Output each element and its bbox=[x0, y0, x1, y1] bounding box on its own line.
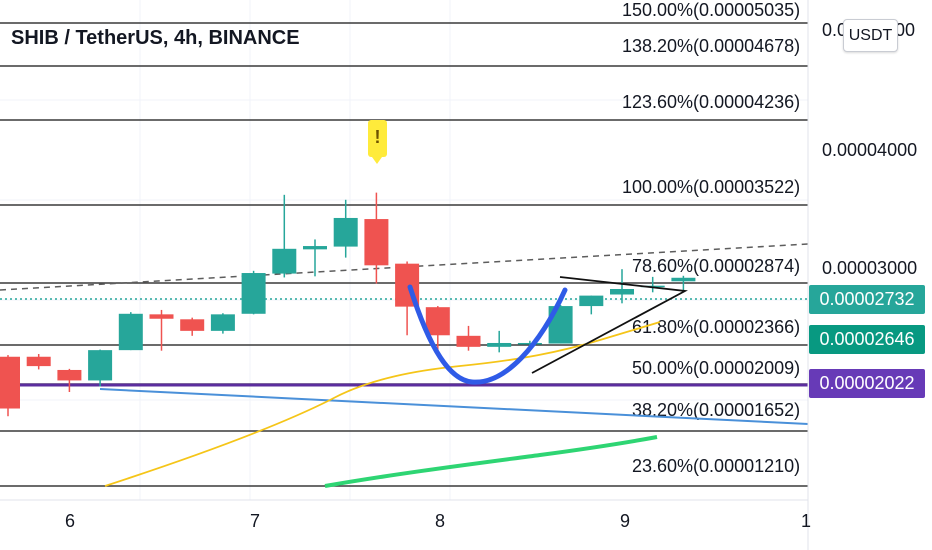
fib-level-label: 100.00%(0.00003522) bbox=[622, 177, 800, 197]
last-price-label: 0.00002732 bbox=[819, 289, 915, 309]
candle-up bbox=[579, 295, 604, 315]
candle-body bbox=[26, 356, 51, 367]
candle-body bbox=[149, 314, 174, 319]
fib-level-label: 38.20%(0.00001652) bbox=[632, 400, 800, 420]
candle-body bbox=[88, 350, 113, 381]
cup-pattern-drawing bbox=[407, 284, 568, 385]
candle-body bbox=[579, 295, 604, 307]
candle-down bbox=[425, 306, 450, 351]
ma-price-label: 0.00002646 bbox=[819, 329, 915, 349]
candle-down bbox=[364, 192, 389, 284]
resistance-trendline bbox=[0, 243, 809, 291]
price-axis-label: 0.00004000 bbox=[822, 140, 917, 160]
candle-up bbox=[640, 276, 665, 293]
symbol-title: SHIB / TetherUS, 4h, BINANCE bbox=[11, 27, 300, 49]
price-axis-label-top: 0.0 bbox=[822, 20, 847, 40]
fib-level-label: 61.80%(0.00002366) bbox=[632, 317, 800, 337]
currency-button[interactable]: USDT bbox=[843, 19, 898, 52]
candle-down bbox=[26, 353, 51, 370]
candle-up bbox=[118, 312, 143, 351]
descending-trendline bbox=[99, 388, 809, 425]
fib-level-label: 50.00%(0.00002009) bbox=[632, 358, 800, 378]
candle-up bbox=[548, 304, 573, 344]
candle-up bbox=[210, 313, 235, 334]
time-axis-label: 9 bbox=[620, 511, 630, 531]
price-axis-label: 0.00003000 bbox=[822, 258, 917, 278]
candle-body bbox=[272, 248, 297, 274]
candle-down bbox=[57, 368, 82, 392]
candle-body bbox=[456, 335, 481, 347]
price-axis-label-top-tail: 00 bbox=[895, 20, 915, 40]
alert-marker-icon[interactable]: ! bbox=[368, 120, 387, 164]
candle-body bbox=[241, 273, 266, 314]
candle-body bbox=[57, 369, 82, 381]
candle-body bbox=[0, 356, 20, 409]
candle-body bbox=[610, 289, 634, 295]
candle-body bbox=[517, 342, 542, 345]
candle-body bbox=[180, 319, 205, 331]
triangle-pattern-drawing bbox=[531, 276, 688, 374]
fib-level-label: 150.00%(0.00005035) bbox=[622, 0, 800, 20]
candle-down bbox=[456, 325, 481, 351]
candle-up bbox=[671, 275, 696, 291]
moving-average-green bbox=[324, 435, 658, 488]
candle-body bbox=[118, 313, 143, 351]
candle-up bbox=[333, 199, 358, 258]
last-price-badge: 0.00002732 bbox=[809, 285, 925, 314]
fib-level-label: 78.60%(0.00002874) bbox=[632, 256, 800, 276]
support-price-label: 0.00002022 bbox=[819, 373, 915, 393]
candle-down bbox=[149, 309, 174, 351]
fib-level-label: 23.60%(0.00001210) bbox=[632, 456, 800, 476]
candle-up bbox=[610, 269, 634, 304]
time-axis-label: 1 bbox=[801, 511, 811, 531]
candle-up bbox=[241, 270, 266, 315]
candle-body bbox=[487, 342, 512, 347]
candle-body bbox=[671, 277, 696, 282]
candle-down bbox=[0, 355, 20, 417]
candle-up bbox=[88, 349, 113, 387]
candle-down bbox=[180, 317, 205, 336]
fib-level-label: 138.20%(0.00004678) bbox=[622, 36, 800, 56]
candle-body bbox=[364, 219, 389, 266]
candle-body bbox=[210, 314, 235, 331]
fib-level-label: 123.60%(0.00004236) bbox=[622, 92, 800, 112]
candle-body bbox=[425, 307, 450, 336]
support-price-badge: 0.00002022 bbox=[809, 369, 925, 398]
candle-up bbox=[303, 239, 327, 277]
time-axis-label: 6 bbox=[65, 511, 75, 531]
candle-body bbox=[303, 246, 327, 250]
moving-average-yellow bbox=[104, 321, 661, 487]
candle-up bbox=[272, 194, 297, 278]
time-axis-label: 7 bbox=[250, 511, 260, 531]
ma-price-badge: 0.00002646 bbox=[809, 325, 925, 354]
candle-up bbox=[487, 330, 512, 353]
candle-body bbox=[333, 217, 358, 247]
candle-body bbox=[640, 285, 665, 288]
time-axis-label: 8 bbox=[435, 511, 445, 531]
